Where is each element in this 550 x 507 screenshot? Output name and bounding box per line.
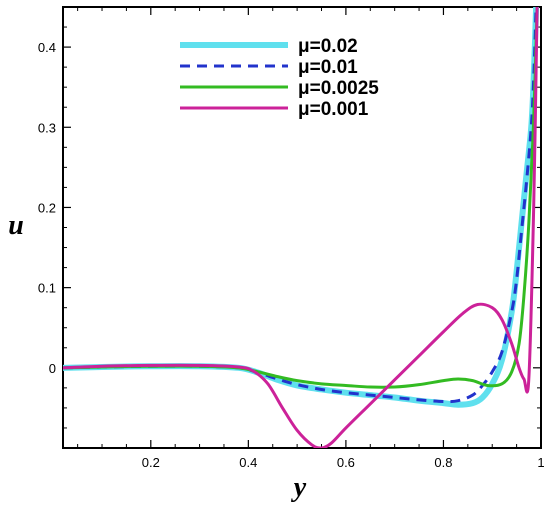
y-axis: 0 0.1 0.2 0.3 0.4 — [38, 26, 541, 429]
y-tick-label: 0 — [49, 361, 56, 376]
y-tick-label: 0.3 — [38, 120, 56, 135]
legend-label-1: μ=0.02 — [298, 36, 358, 57]
legend-label-3: μ=0.0025 — [298, 78, 379, 99]
y-tick-label: 0.1 — [38, 281, 56, 296]
x-tick-label: 0.2 — [142, 455, 160, 470]
x-tick-label: 0.8 — [434, 455, 452, 470]
y-tick-label: 0.2 — [38, 200, 56, 215]
x-tick-label: 0.4 — [239, 455, 257, 470]
series-layer — [63, 7, 540, 448]
y-tick-label: 0.4 — [38, 40, 56, 55]
y-axis-title: u — [8, 210, 24, 241]
x-axis: 0.2 0.4 0.6 0.8 1 — [77, 7, 545, 470]
legend-label-4: μ=0.001 — [298, 99, 369, 120]
x-tick-label: 1 — [537, 455, 544, 470]
x-axis-title: y — [291, 472, 307, 503]
legend-label-2: μ=0.01 — [298, 57, 358, 78]
series-line-4 — [63, 7, 539, 448]
x-tick-label: 0.6 — [337, 455, 355, 470]
